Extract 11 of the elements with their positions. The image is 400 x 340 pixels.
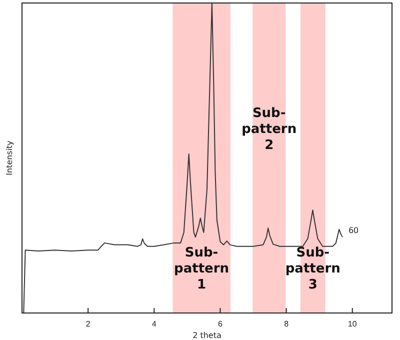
band-label: Sub-pattern 1 bbox=[174, 246, 230, 293]
x-tick-label: 6 bbox=[218, 320, 223, 329]
y-axis-title: Intensity bbox=[5, 140, 14, 176]
x-tick-label: 4 bbox=[152, 320, 157, 329]
band-label: Sub-pattern 3 bbox=[285, 246, 340, 293]
x-tick-label: 8 bbox=[284, 320, 290, 329]
annotation: 60 bbox=[348, 226, 359, 236]
x-tick-label: 10 bbox=[348, 320, 358, 329]
x-tick-label: 2 bbox=[86, 320, 91, 329]
x-axis-title: 2 theta bbox=[192, 331, 222, 340]
band-label: Sub-pattern 2 bbox=[242, 106, 297, 154]
